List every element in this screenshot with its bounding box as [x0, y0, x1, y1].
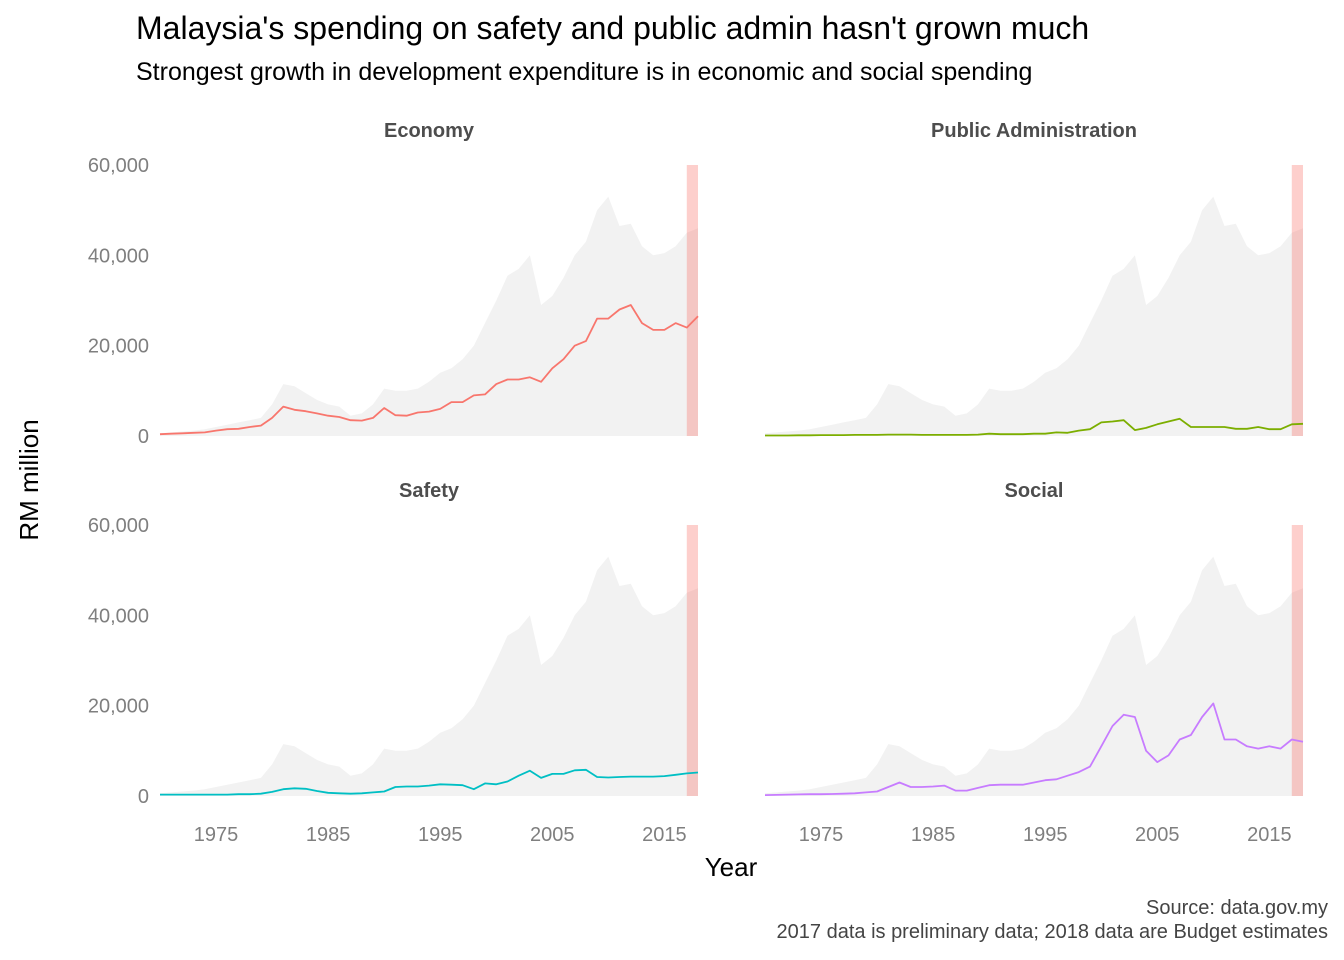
total-spending-area	[765, 196, 1303, 436]
y-tick-label: 40,000	[88, 245, 149, 267]
estimate-highlight-band	[1291, 525, 1303, 796]
facet-title: Social	[1005, 480, 1064, 502]
y-tick-label: 20,000	[88, 336, 149, 358]
facet-title: Economy	[384, 120, 475, 142]
estimate-highlight-band	[1291, 165, 1303, 436]
estimate-highlight-band	[686, 165, 698, 436]
x-tick-label: 2015	[642, 824, 687, 846]
facet-panel-safety: Safety 0 20,000 40,000 60,000 1975 1985 1995 200…	[88, 480, 699, 846]
facet-title: Public Administration	[931, 120, 1137, 142]
estimate-highlight-band	[686, 525, 698, 796]
x-tick-label: 2005	[530, 824, 575, 846]
caption-note: 2017 data is preliminary data; 2018 data…	[776, 921, 1328, 943]
facet-title: Safety	[399, 480, 460, 502]
x-tick-label: 1975	[194, 824, 239, 846]
y-tick-label: 0	[138, 426, 149, 448]
x-tick-label: 1995	[418, 824, 463, 846]
x-tick-label: 2015	[1247, 824, 1292, 846]
x-axis-label: Year	[705, 852, 758, 882]
facet-panel-public-administration: Public Administration	[765, 120, 1304, 437]
y-axis-label: RM million	[14, 419, 44, 540]
facet-panel-economy: Economy 0 20,000 40,000 60,000	[88, 120, 699, 448]
series-line	[765, 417, 1304, 437]
series-line	[160, 768, 699, 796]
chart-title: Malaysia's spending on safety and public…	[136, 10, 1090, 46]
x-tick-label: 1995	[1023, 824, 1068, 846]
total-spending-area	[160, 556, 698, 796]
x-tick-label: 1985	[911, 824, 956, 846]
x-tick-label: 2005	[1135, 824, 1180, 846]
total-spending-area	[160, 196, 698, 436]
caption-source: Source: data.gov.my	[1146, 897, 1328, 919]
x-tick-label: 1975	[799, 824, 844, 846]
y-tick-label: 40,000	[88, 605, 149, 627]
y-tick-label: 20,000	[88, 696, 149, 718]
total-spending-area	[765, 556, 1303, 796]
y-tick-label: 60,000	[88, 155, 149, 177]
y-tick-label: 0	[138, 786, 149, 808]
facet-panel-social: Social 1975 1985 1995 2005 2015	[764, 480, 1304, 846]
series-line	[159, 304, 699, 436]
series-line	[764, 702, 1304, 796]
chart-subtitle: Strongest growth in development expendit…	[136, 58, 1033, 86]
x-tick-label: 1985	[306, 824, 351, 846]
y-tick-label: 60,000	[88, 515, 149, 537]
facet-panels: Economy 0 20,000 40,000 60,000 Public Adminis…	[88, 120, 1304, 846]
